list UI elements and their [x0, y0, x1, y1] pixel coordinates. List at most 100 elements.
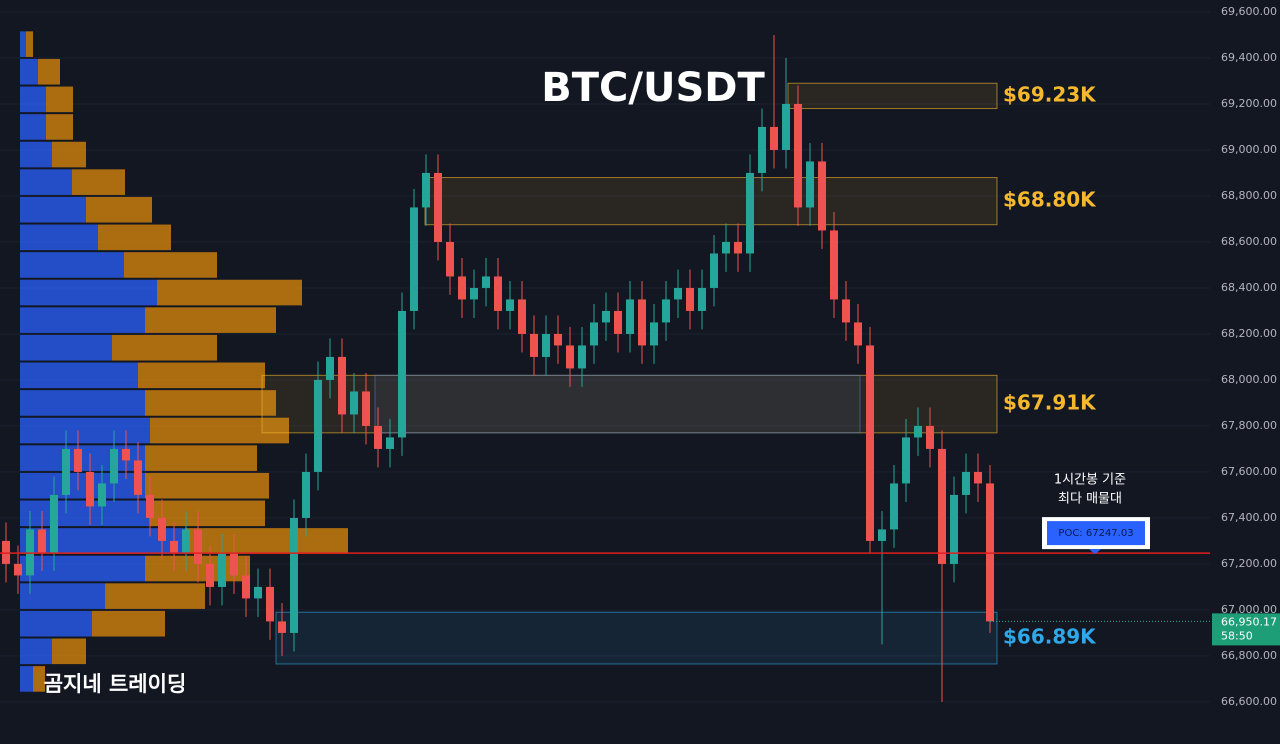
- candle-body: [926, 425, 934, 449]
- candle-body: [722, 241, 730, 254]
- profile-sell: [150, 500, 265, 527]
- candle-body: [578, 345, 586, 369]
- candle-body: [746, 172, 754, 254]
- y-tick-label: 68,000.00: [1221, 373, 1277, 386]
- zone: [374, 374, 861, 434]
- profile-sell: [26, 31, 33, 57]
- profile-buy: [20, 86, 46, 113]
- annotation: 1시간봉 기준: [1054, 473, 1126, 488]
- candle-body: [854, 322, 862, 346]
- candle-body: [398, 310, 406, 438]
- zone: [787, 82, 998, 110]
- candle-body: [290, 517, 298, 633]
- candle-body: [938, 448, 946, 564]
- candle-body: [662, 299, 670, 323]
- profile-buy: [20, 224, 98, 251]
- poc-box: [1047, 521, 1145, 546]
- candle-body: [158, 517, 166, 541]
- profile-sell: [86, 196, 152, 223]
- candle-body: [506, 299, 514, 311]
- profile-sell: [33, 666, 45, 692]
- candle-body: [842, 299, 850, 323]
- candle-body: [626, 299, 634, 334]
- candle-body: [362, 391, 370, 426]
- profile-sell: [98, 224, 171, 251]
- profile-buy: [20, 169, 72, 195]
- profile-sell: [145, 390, 276, 416]
- candle-body: [374, 425, 382, 449]
- annotation: 최다 매물대: [1058, 492, 1122, 507]
- profile-buy: [20, 279, 157, 306]
- watermark: 곰지네 트레이딩: [44, 672, 187, 696]
- poc-pointer: [1089, 549, 1101, 555]
- zone: [424, 177, 998, 226]
- y-tick-label: 68,600.00: [1221, 235, 1277, 248]
- profile-buy: [20, 555, 145, 582]
- candle-body: [890, 483, 898, 530]
- candle-body: [74, 448, 82, 472]
- profile-buy: [20, 334, 112, 361]
- candle-body: [686, 287, 694, 311]
- candle-body: [914, 425, 922, 438]
- y-tick-label: 68,400.00: [1221, 281, 1277, 294]
- candle-body: [806, 161, 814, 208]
- candle-body: [350, 391, 358, 415]
- profile-buy: [20, 638, 52, 665]
- candle-body: [218, 552, 226, 587]
- y-tick-label: 66,600.00: [1221, 695, 1277, 708]
- candle-body: [86, 471, 94, 507]
- zone-label: $67.91K: [1003, 391, 1097, 415]
- candle-body: [590, 322, 598, 346]
- candle-body: [650, 322, 658, 346]
- candle-body: [62, 448, 70, 495]
- candle-body: [338, 356, 346, 415]
- candle-body: [698, 287, 706, 311]
- candle-body: [278, 621, 286, 633]
- candle-body: [602, 310, 610, 323]
- candle-body: [566, 345, 574, 369]
- candle-body: [242, 575, 250, 599]
- candle-body: [758, 126, 766, 173]
- candle-body: [638, 299, 646, 346]
- candle-body: [554, 333, 562, 346]
- candle-body: [182, 529, 190, 553]
- candle-body: [794, 103, 802, 208]
- candle-body: [770, 126, 778, 150]
- candle-body: [470, 287, 478, 300]
- candle-body: [134, 460, 142, 495]
- candle-body: [614, 310, 622, 334]
- profile-sell: [46, 114, 73, 140]
- y-tick-label: 66,800.00: [1221, 649, 1277, 662]
- profile-sell: [145, 445, 257, 471]
- y-tick-label: 69,200.00: [1221, 97, 1277, 110]
- candle-body: [518, 299, 526, 334]
- profile-buy: [20, 31, 26, 57]
- candle-body: [254, 586, 262, 599]
- candle-body: [878, 529, 886, 541]
- profile-sell: [138, 362, 265, 389]
- candle-body: [110, 448, 118, 484]
- candle-body: [38, 529, 46, 553]
- y-tick-label: 69,600.00: [1221, 5, 1277, 18]
- candle-body: [446, 241, 454, 277]
- candle-body: [710, 253, 718, 288]
- candle-body: [902, 437, 910, 484]
- profile-sell: [112, 334, 217, 361]
- profile-sell: [38, 58, 60, 85]
- profile-buy: [20, 141, 52, 168]
- y-tick-label: 67,000.00: [1221, 603, 1277, 616]
- profile-buy: [20, 114, 46, 140]
- candle-body: [734, 241, 742, 254]
- zone: [275, 611, 998, 665]
- candle-body: [230, 552, 238, 576]
- profile-buy: [20, 417, 150, 444]
- candle-body: [434, 172, 442, 242]
- profile-buy: [20, 390, 145, 416]
- candle-body: [542, 333, 550, 357]
- candle-body: [146, 494, 154, 518]
- candle-body: [98, 483, 106, 507]
- profile-sell: [124, 252, 217, 278]
- candle-body: [170, 540, 178, 553]
- profile-sell: [46, 86, 73, 113]
